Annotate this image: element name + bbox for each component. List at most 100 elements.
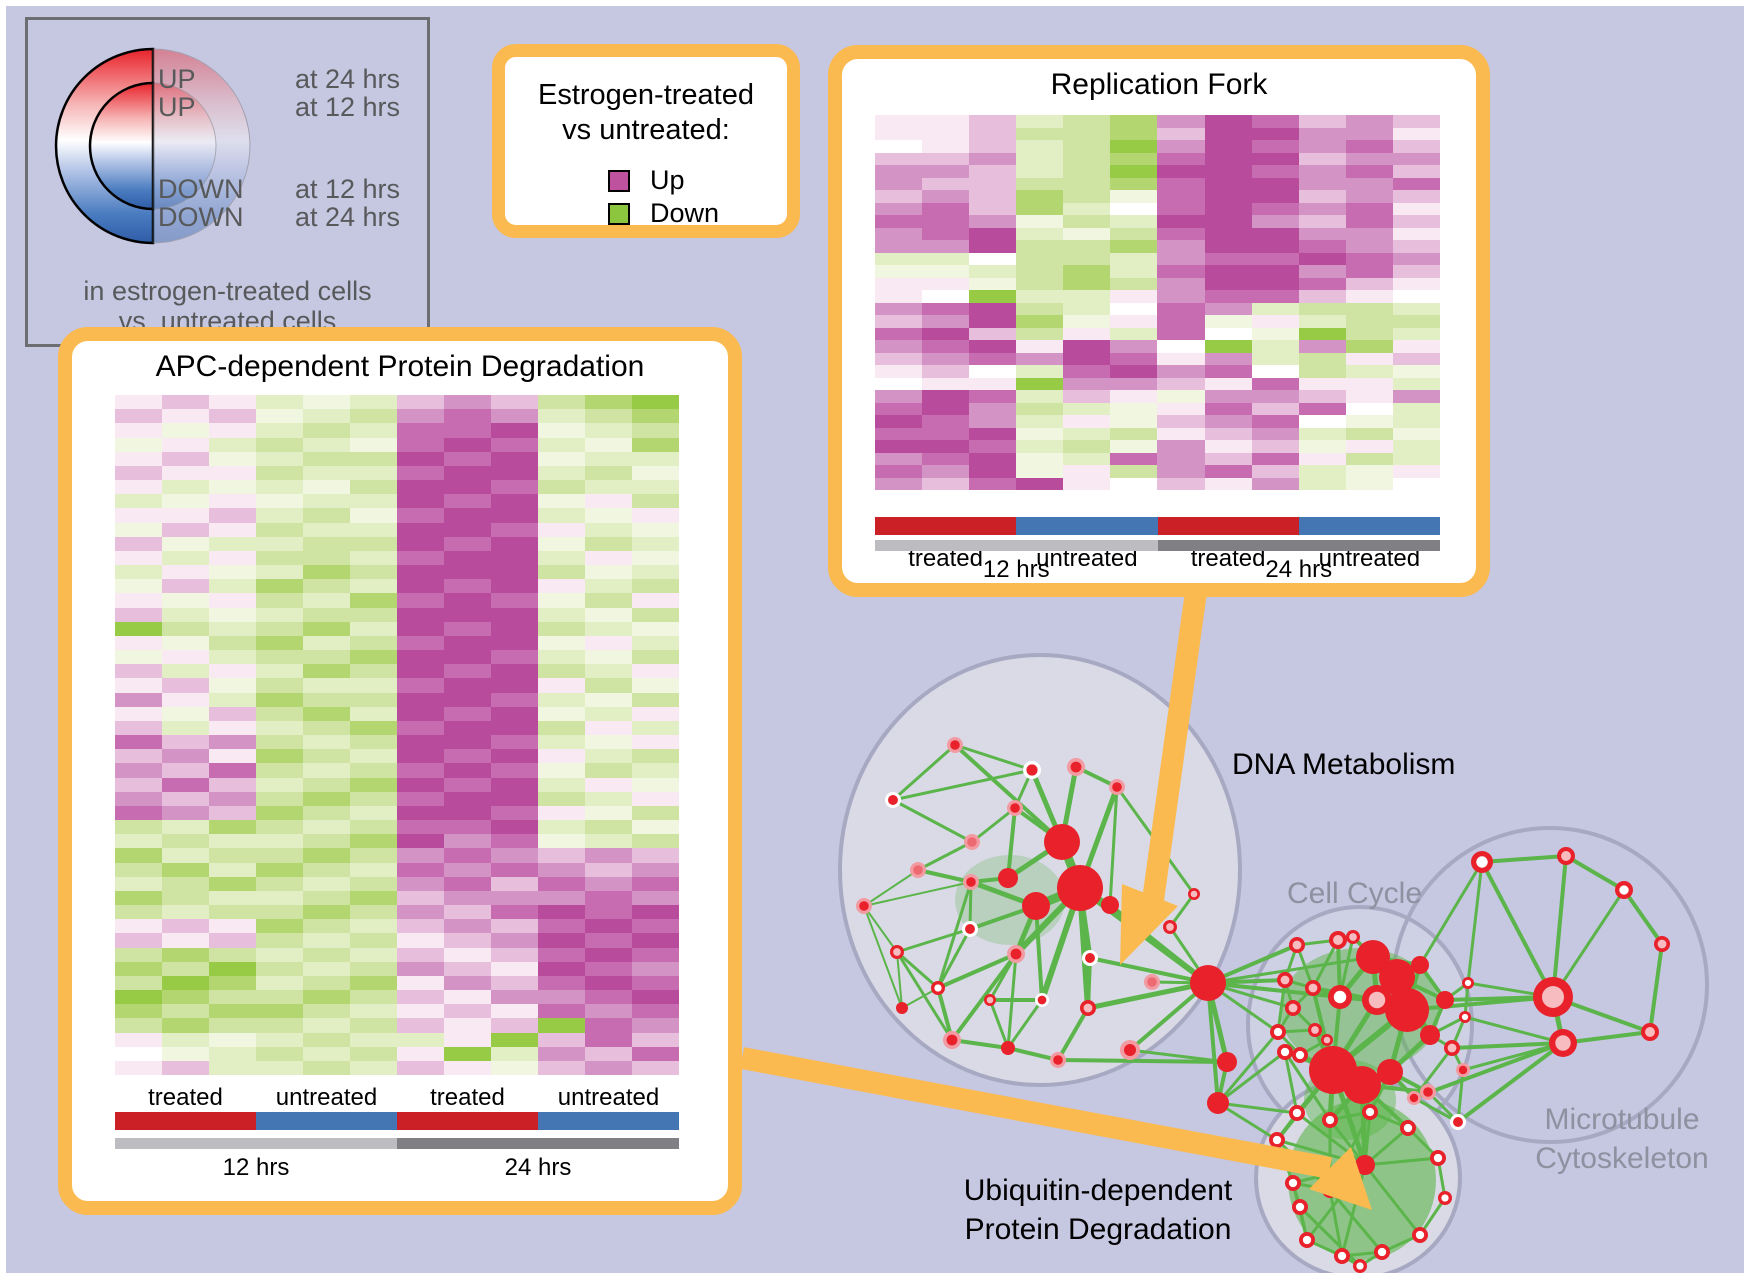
heatmap-cell bbox=[397, 522, 444, 537]
cell-cycle-label: Cell Cycle bbox=[1287, 877, 1423, 910]
network-edge bbox=[1311, 987, 1335, 1071]
heatmap-cell bbox=[350, 664, 397, 679]
heatmap-cell bbox=[1345, 165, 1393, 178]
heatmap-cell bbox=[1392, 327, 1440, 340]
heatmap-cell bbox=[1016, 152, 1064, 165]
network-edge bbox=[1115, 786, 1196, 895]
heatmap-cell bbox=[1110, 177, 1158, 190]
network-edge bbox=[863, 905, 898, 953]
heatmap-cell bbox=[585, 579, 632, 594]
heatmap-cell bbox=[491, 465, 538, 480]
heatmap-cell bbox=[444, 451, 491, 466]
heatmap-cell bbox=[1016, 352, 1064, 365]
heatmap-cell bbox=[209, 437, 256, 452]
heatmap-cell bbox=[491, 508, 538, 523]
heatmap-cell bbox=[303, 437, 350, 452]
heatmap-cell bbox=[1157, 427, 1205, 440]
heatmap-cell bbox=[162, 905, 209, 920]
heatmap-cell bbox=[350, 763, 397, 778]
heatmap-cell bbox=[209, 650, 256, 665]
network-node-core bbox=[1272, 1135, 1282, 1145]
heatmap-cell bbox=[397, 565, 444, 580]
axis-group-label: treated bbox=[430, 1084, 505, 1111]
network-edge bbox=[1329, 1163, 1366, 1192]
heatmap-cell bbox=[256, 692, 303, 707]
heatmap-cell bbox=[444, 777, 491, 792]
heatmap-cell bbox=[444, 947, 491, 962]
heatmap-cell bbox=[350, 621, 397, 636]
heatmap-cell bbox=[1110, 127, 1158, 140]
heatmap-cell bbox=[632, 933, 679, 948]
heatmap-cell bbox=[875, 215, 923, 228]
heatmap-cell bbox=[1204, 452, 1252, 465]
network-edge bbox=[1336, 939, 1342, 998]
heatmap-cell bbox=[1392, 202, 1440, 215]
network-edge bbox=[1552, 995, 1651, 1034]
heatmap-cell bbox=[1204, 240, 1252, 253]
heatmap-cell bbox=[969, 340, 1017, 353]
heatmap-cell bbox=[632, 635, 679, 650]
heatmap-cell bbox=[256, 565, 303, 580]
heatmap-cell bbox=[538, 635, 585, 650]
network-node-core bbox=[1280, 1047, 1290, 1057]
network-node bbox=[1549, 1029, 1577, 1057]
heatmap-cell bbox=[162, 451, 209, 466]
network-node bbox=[1353, 1259, 1367, 1273]
heatmap-cell bbox=[1204, 152, 1252, 165]
network-node bbox=[1385, 988, 1429, 1032]
heatmap-cell bbox=[1157, 402, 1205, 415]
network-edge bbox=[1283, 1051, 1332, 1121]
network-edge bbox=[971, 806, 1016, 844]
network-node bbox=[984, 994, 996, 1006]
heatmap-cell bbox=[585, 678, 632, 693]
heatmap-cell bbox=[1298, 240, 1346, 253]
heatmap-cell bbox=[922, 277, 970, 290]
heatmap-cell bbox=[115, 706, 162, 721]
heatmap-cell bbox=[444, 550, 491, 565]
heatmap-cell bbox=[632, 678, 679, 693]
heatmap-cell bbox=[1063, 477, 1111, 490]
heatmap-cell bbox=[397, 465, 444, 480]
heatmap-cell bbox=[256, 947, 303, 962]
heatmap-cell bbox=[1345, 440, 1393, 453]
network-node bbox=[1144, 974, 1160, 990]
heatmap-cell bbox=[162, 862, 209, 877]
heatmap-cell bbox=[491, 777, 538, 792]
network-node-core bbox=[1368, 991, 1386, 1009]
network-edge bbox=[1057, 1058, 1228, 1064]
heatmap-cell bbox=[491, 480, 538, 495]
heatmap-cell bbox=[632, 664, 679, 679]
apc-time-bar bbox=[115, 1138, 679, 1149]
heatmap-cell bbox=[209, 1018, 256, 1033]
network-node-core bbox=[966, 877, 976, 887]
network-edge bbox=[1369, 1110, 1409, 1130]
heatmap-cell bbox=[115, 565, 162, 580]
heatmap-cell bbox=[1251, 477, 1299, 490]
heatmap-cell bbox=[632, 607, 679, 622]
heatmap-cell bbox=[209, 720, 256, 735]
heatmap-cell bbox=[1063, 465, 1111, 478]
heatmap-cell bbox=[1016, 327, 1064, 340]
heatmap-cell bbox=[922, 290, 970, 303]
network-edge bbox=[1360, 1069, 1392, 1088]
heatmap-cell bbox=[1298, 465, 1346, 478]
heatmap-cell bbox=[1345, 177, 1393, 190]
heatmap-cell bbox=[585, 494, 632, 509]
heatmap-cell bbox=[875, 165, 923, 178]
heatmap-cell bbox=[1110, 265, 1158, 278]
heatmap-cell bbox=[162, 664, 209, 679]
heatmap-cell bbox=[1016, 465, 1064, 478]
heatmap-cell bbox=[209, 890, 256, 905]
network-node-core bbox=[1356, 1262, 1364, 1270]
heatmap-cell bbox=[1063, 202, 1111, 215]
heatmap-cell bbox=[444, 706, 491, 721]
heatmap-cell bbox=[303, 848, 350, 863]
heatmap-cell bbox=[1157, 415, 1205, 428]
network-edge bbox=[1034, 883, 1082, 911]
network-node-core bbox=[1295, 1050, 1305, 1060]
network-edge bbox=[1292, 1181, 1331, 1192]
heatmap-cell bbox=[209, 791, 256, 806]
heatmap-cell bbox=[1345, 227, 1393, 240]
heatmap-cell bbox=[256, 522, 303, 537]
heatmap-cell bbox=[1110, 365, 1158, 378]
